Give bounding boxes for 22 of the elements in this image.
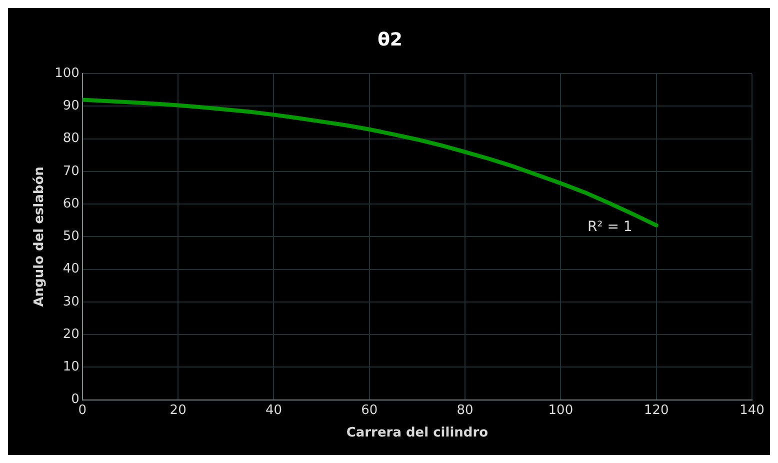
y-tick-label: 90 (62, 98, 80, 114)
x-tick-label: 120 (644, 402, 669, 418)
x-tick-label: 100 (548, 402, 574, 418)
chart-title: θ2 (378, 29, 402, 50)
y-tick-label: 30 (62, 294, 80, 310)
x-axis-title: Carrera del cilindro (346, 426, 488, 441)
x-tick-label: 20 (170, 402, 186, 418)
x-tick-label: 80 (456, 402, 474, 418)
x-tick-label: 40 (265, 402, 282, 418)
y-tick-label: 20 (62, 326, 80, 342)
y-tick-label: 80 (62, 131, 80, 146)
y-tick-label: 10 (62, 360, 80, 375)
y-tick-label: 50 (62, 229, 80, 244)
x-tick-label: 60 (361, 402, 378, 418)
y-tick-label: 0 (71, 392, 80, 408)
y-tick-label: 70 (62, 164, 80, 179)
y-tick-label: 40 (62, 262, 80, 277)
y-axis-title: Angulo del eslabón (32, 166, 48, 307)
x-tick-label: 140 (740, 402, 764, 418)
annotation: R² = 1 (587, 218, 632, 235)
y-tick-label: 100 (54, 66, 80, 81)
y-tick-label: 60 (62, 196, 80, 212)
